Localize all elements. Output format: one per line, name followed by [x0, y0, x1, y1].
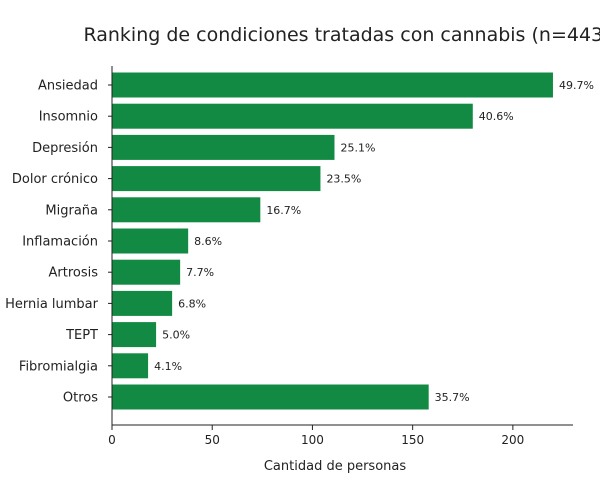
category-label: Insomnio — [39, 110, 98, 125]
value-label: 49.7% — [559, 79, 594, 92]
axes — [111, 66, 573, 426]
category-label: Migraña — [45, 203, 98, 218]
value-label: 16.7% — [266, 204, 301, 217]
x-tick-label: 0 — [108, 433, 116, 447]
category-label: Inflamación — [22, 235, 98, 250]
value-label: 40.6% — [479, 110, 514, 123]
bar-0 — [112, 72, 553, 98]
x-tick-label: 50 — [205, 433, 220, 447]
category-labels: Ansiedad Insomnio Depresión Dolor crónico Mi… — [5, 79, 112, 406]
x-tick-label: 150 — [401, 433, 424, 447]
x-tick-label: 100 — [301, 433, 324, 447]
bars-layer — [112, 72, 553, 410]
category-label: Hernia lumbar — [5, 297, 99, 312]
bar-5 — [112, 228, 189, 254]
bar-2 — [112, 134, 335, 160]
value-labels: 49.7% 40.6% 25.1% 23.5% 16.7% 8.6% 7.7% 6.8% 5.0… — [154, 79, 594, 404]
bar-4 — [112, 197, 261, 223]
value-label: 7.7% — [186, 266, 214, 279]
x-axis-ticks: 0 50 100 150 200 — [108, 425, 524, 447]
value-label: 4.1% — [154, 360, 182, 373]
category-label: Fibromialgia — [19, 359, 98, 374]
value-label: 6.8% — [178, 297, 206, 310]
x-tick-label: 200 — [501, 433, 524, 447]
chart-title: Ranking de condiciones tratadas con cann… — [83, 24, 600, 46]
value-label: 5.0% — [162, 329, 190, 342]
category-label: TEPT — [65, 328, 98, 343]
category-label: Ansiedad — [38, 79, 98, 94]
x-axis-title: Cantidad de personas — [264, 459, 407, 474]
bar-9 — [112, 353, 149, 379]
value-label: 23.5% — [326, 173, 361, 186]
bar-8 — [112, 322, 157, 348]
category-label: Depresión — [32, 141, 98, 156]
bar-6 — [112, 259, 181, 285]
bar-3 — [112, 166, 321, 192]
value-label: 35.7% — [435, 391, 470, 404]
bar-10 — [112, 384, 429, 410]
category-label: Artrosis — [48, 266, 98, 281]
bar-1 — [112, 103, 473, 129]
value-label: 25.1% — [340, 141, 375, 154]
bar-7 — [112, 290, 173, 316]
value-label: 8.6% — [194, 235, 222, 248]
category-label: Otros — [63, 391, 98, 406]
category-label: Dolor crónico — [12, 172, 98, 187]
